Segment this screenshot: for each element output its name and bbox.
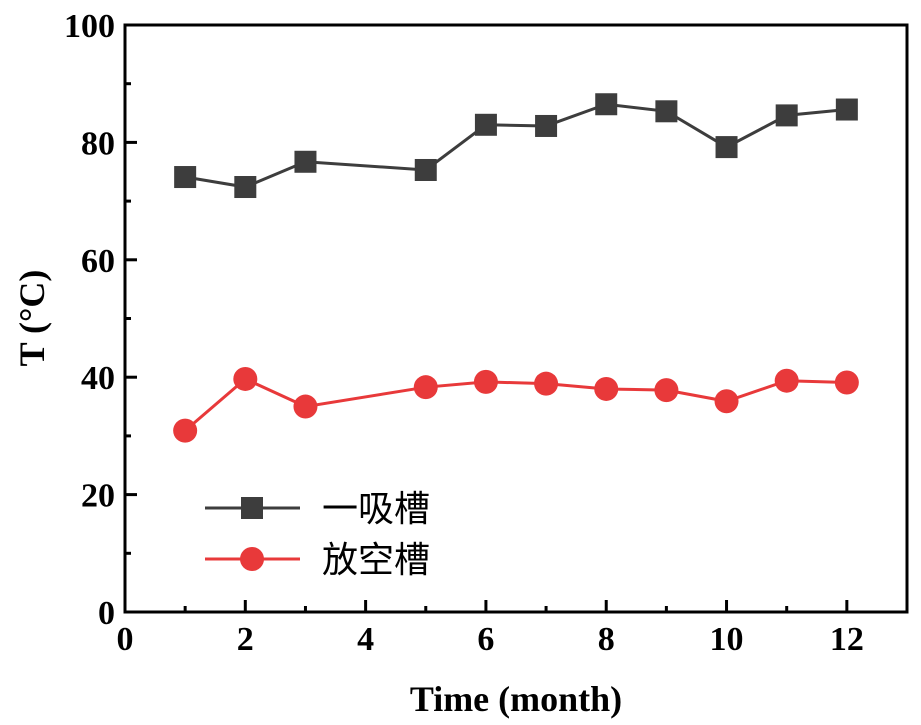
- x-tick-label: 6: [477, 621, 494, 658]
- x-tick-label: 4: [357, 621, 374, 658]
- data-point-square: [474, 113, 497, 136]
- data-point-square: [174, 166, 197, 189]
- legend-marker-circle: [240, 547, 264, 571]
- data-point-circle: [714, 389, 739, 414]
- data-point-square: [655, 100, 678, 123]
- data-point-circle: [233, 366, 258, 391]
- series-line: [184, 377, 847, 432]
- data-point-circle: [774, 368, 799, 393]
- data-point-circle: [534, 371, 559, 396]
- data-point-square: [294, 150, 317, 173]
- legend-label: 放空槽: [322, 540, 430, 581]
- data-point-circle: [473, 369, 498, 394]
- data-point-square: [414, 158, 437, 181]
- data-point-circle: [594, 376, 619, 401]
- data-point-circle: [413, 375, 438, 400]
- data-point-circle: [293, 394, 318, 419]
- legend-item-2: 放空槽: [205, 540, 430, 581]
- x-tick-label: 8: [598, 621, 615, 658]
- series-line: [184, 102, 847, 189]
- series-1: [174, 93, 858, 199]
- legend-item-1: 一吸槽: [205, 489, 430, 530]
- x-tick-label: 0: [117, 621, 134, 658]
- data-point-circle: [173, 418, 198, 443]
- x-tick-label: 2: [237, 621, 254, 658]
- y-tick-label: 0: [98, 595, 115, 632]
- legend-label: 一吸槽: [322, 489, 430, 530]
- data-point-square: [595, 93, 618, 116]
- series-2: [173, 366, 859, 443]
- data-point-circle: [834, 370, 859, 395]
- data-point-square: [234, 176, 257, 199]
- y-tick-label: 60: [81, 243, 115, 280]
- axis-ticks: [123, 23, 849, 614]
- y-tick-label: 20: [81, 478, 115, 515]
- data-point-square: [715, 136, 738, 159]
- data-point-square: [775, 104, 798, 127]
- y-tick-label: 40: [81, 360, 115, 397]
- series-layer: [173, 93, 859, 443]
- y-tick-label: 80: [81, 125, 115, 162]
- data-point-square: [835, 98, 858, 121]
- x-tick-label: 12: [830, 621, 864, 658]
- x-tick-label: 10: [710, 621, 744, 658]
- data-point-square: [535, 114, 558, 137]
- legend-marker-square: [241, 497, 263, 519]
- x-axis-title: Time (month): [410, 679, 622, 719]
- y-tick-label: 100: [64, 8, 115, 45]
- data-point-circle: [654, 378, 679, 403]
- tick-labels: 0 2 4 6 8 10 12 0 20 40 60 80 100: [64, 8, 864, 658]
- y-axis-title: T (°C): [12, 270, 52, 367]
